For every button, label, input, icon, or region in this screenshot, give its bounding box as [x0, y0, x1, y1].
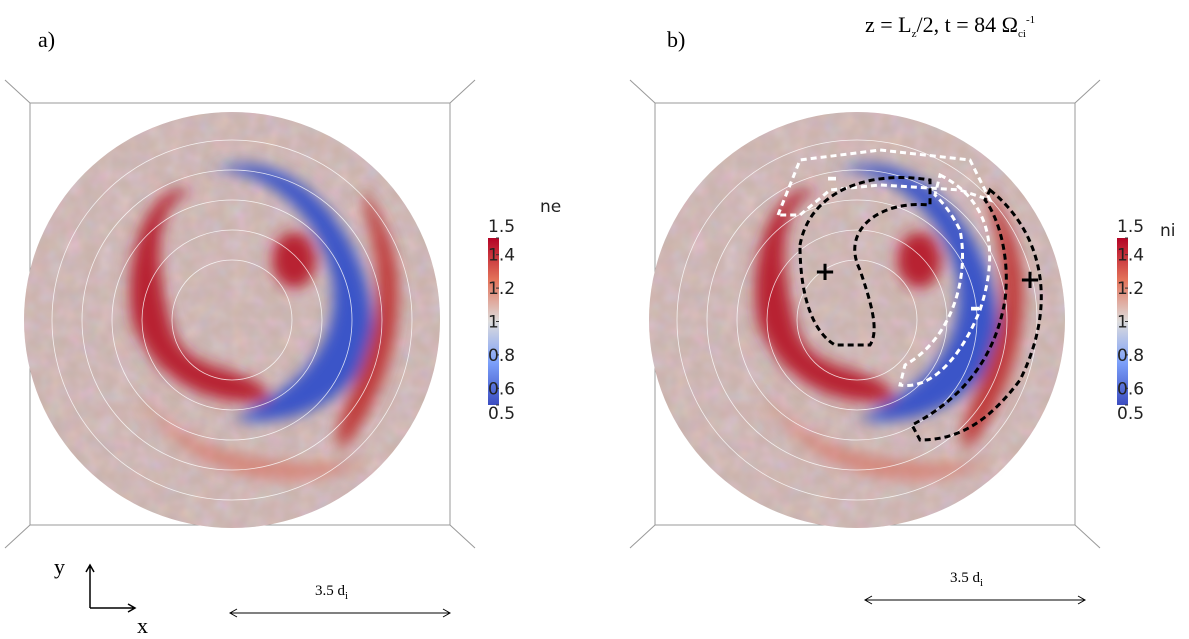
scale-label: 3.5 di	[950, 570, 983, 589]
scale-bar	[228, 608, 452, 618]
colorbar-tick-label: 1	[1117, 313, 1128, 333]
scale-label: 3.5 di	[315, 583, 348, 602]
scale-label-part: i	[980, 577, 983, 589]
title-part: ci	[1018, 28, 1026, 40]
colorbar-tick-label: 1.2	[488, 279, 515, 299]
contours	[775, 148, 1043, 442]
marker: -	[970, 293, 981, 323]
colorbar-title: ni	[1160, 221, 1176, 241]
scale-label-part: i	[345, 590, 348, 602]
scale-label-part: 3.5 d	[950, 570, 981, 586]
scale-bar	[863, 595, 1087, 605]
panel-label: b)	[667, 27, 685, 52]
marker: -	[827, 163, 838, 193]
colorbar-title: ne	[540, 197, 561, 217]
title-part: /2, t = 84 Ω	[917, 12, 1018, 37]
colorbar-tick-label: 1.5	[488, 217, 515, 237]
colorbar-tick-label: 1.5	[1117, 217, 1144, 237]
colorbar	[1117, 238, 1128, 405]
colorbar-tick-label: 1.4	[488, 246, 515, 266]
title-part: -1	[1026, 14, 1035, 26]
colorbar	[488, 238, 499, 405]
axes-indicator	[85, 563, 137, 613]
axis-label: y	[54, 554, 65, 579]
colorbar-tick-label: 0.6	[488, 379, 515, 399]
title-part: z	[912, 28, 917, 40]
axis-label: x	[137, 613, 148, 638]
colorbar-tick-label: 0.6	[1117, 379, 1144, 399]
panel-label: a)	[38, 27, 55, 52]
colorbar-tick-label: 1.2	[1117, 279, 1144, 299]
colorbar-tick-label: 1.4	[1117, 246, 1144, 266]
colorbar-tick-label: 0.8	[488, 346, 515, 366]
colorbar-tick-label: 0.5	[1117, 404, 1144, 424]
colorbar-tick-label: 0.8	[1117, 346, 1144, 366]
scale-label-part: 3.5 d	[315, 583, 346, 599]
colorbar-tick-label: 1	[488, 313, 499, 333]
marker: +	[1019, 265, 1041, 295]
colorbar-tick-label: 0.5	[488, 404, 515, 424]
title: z = Lz/2, t = 84 Ωci-1	[865, 12, 1035, 40]
marker: +	[814, 257, 836, 287]
title-part: z = L	[865, 12, 912, 37]
